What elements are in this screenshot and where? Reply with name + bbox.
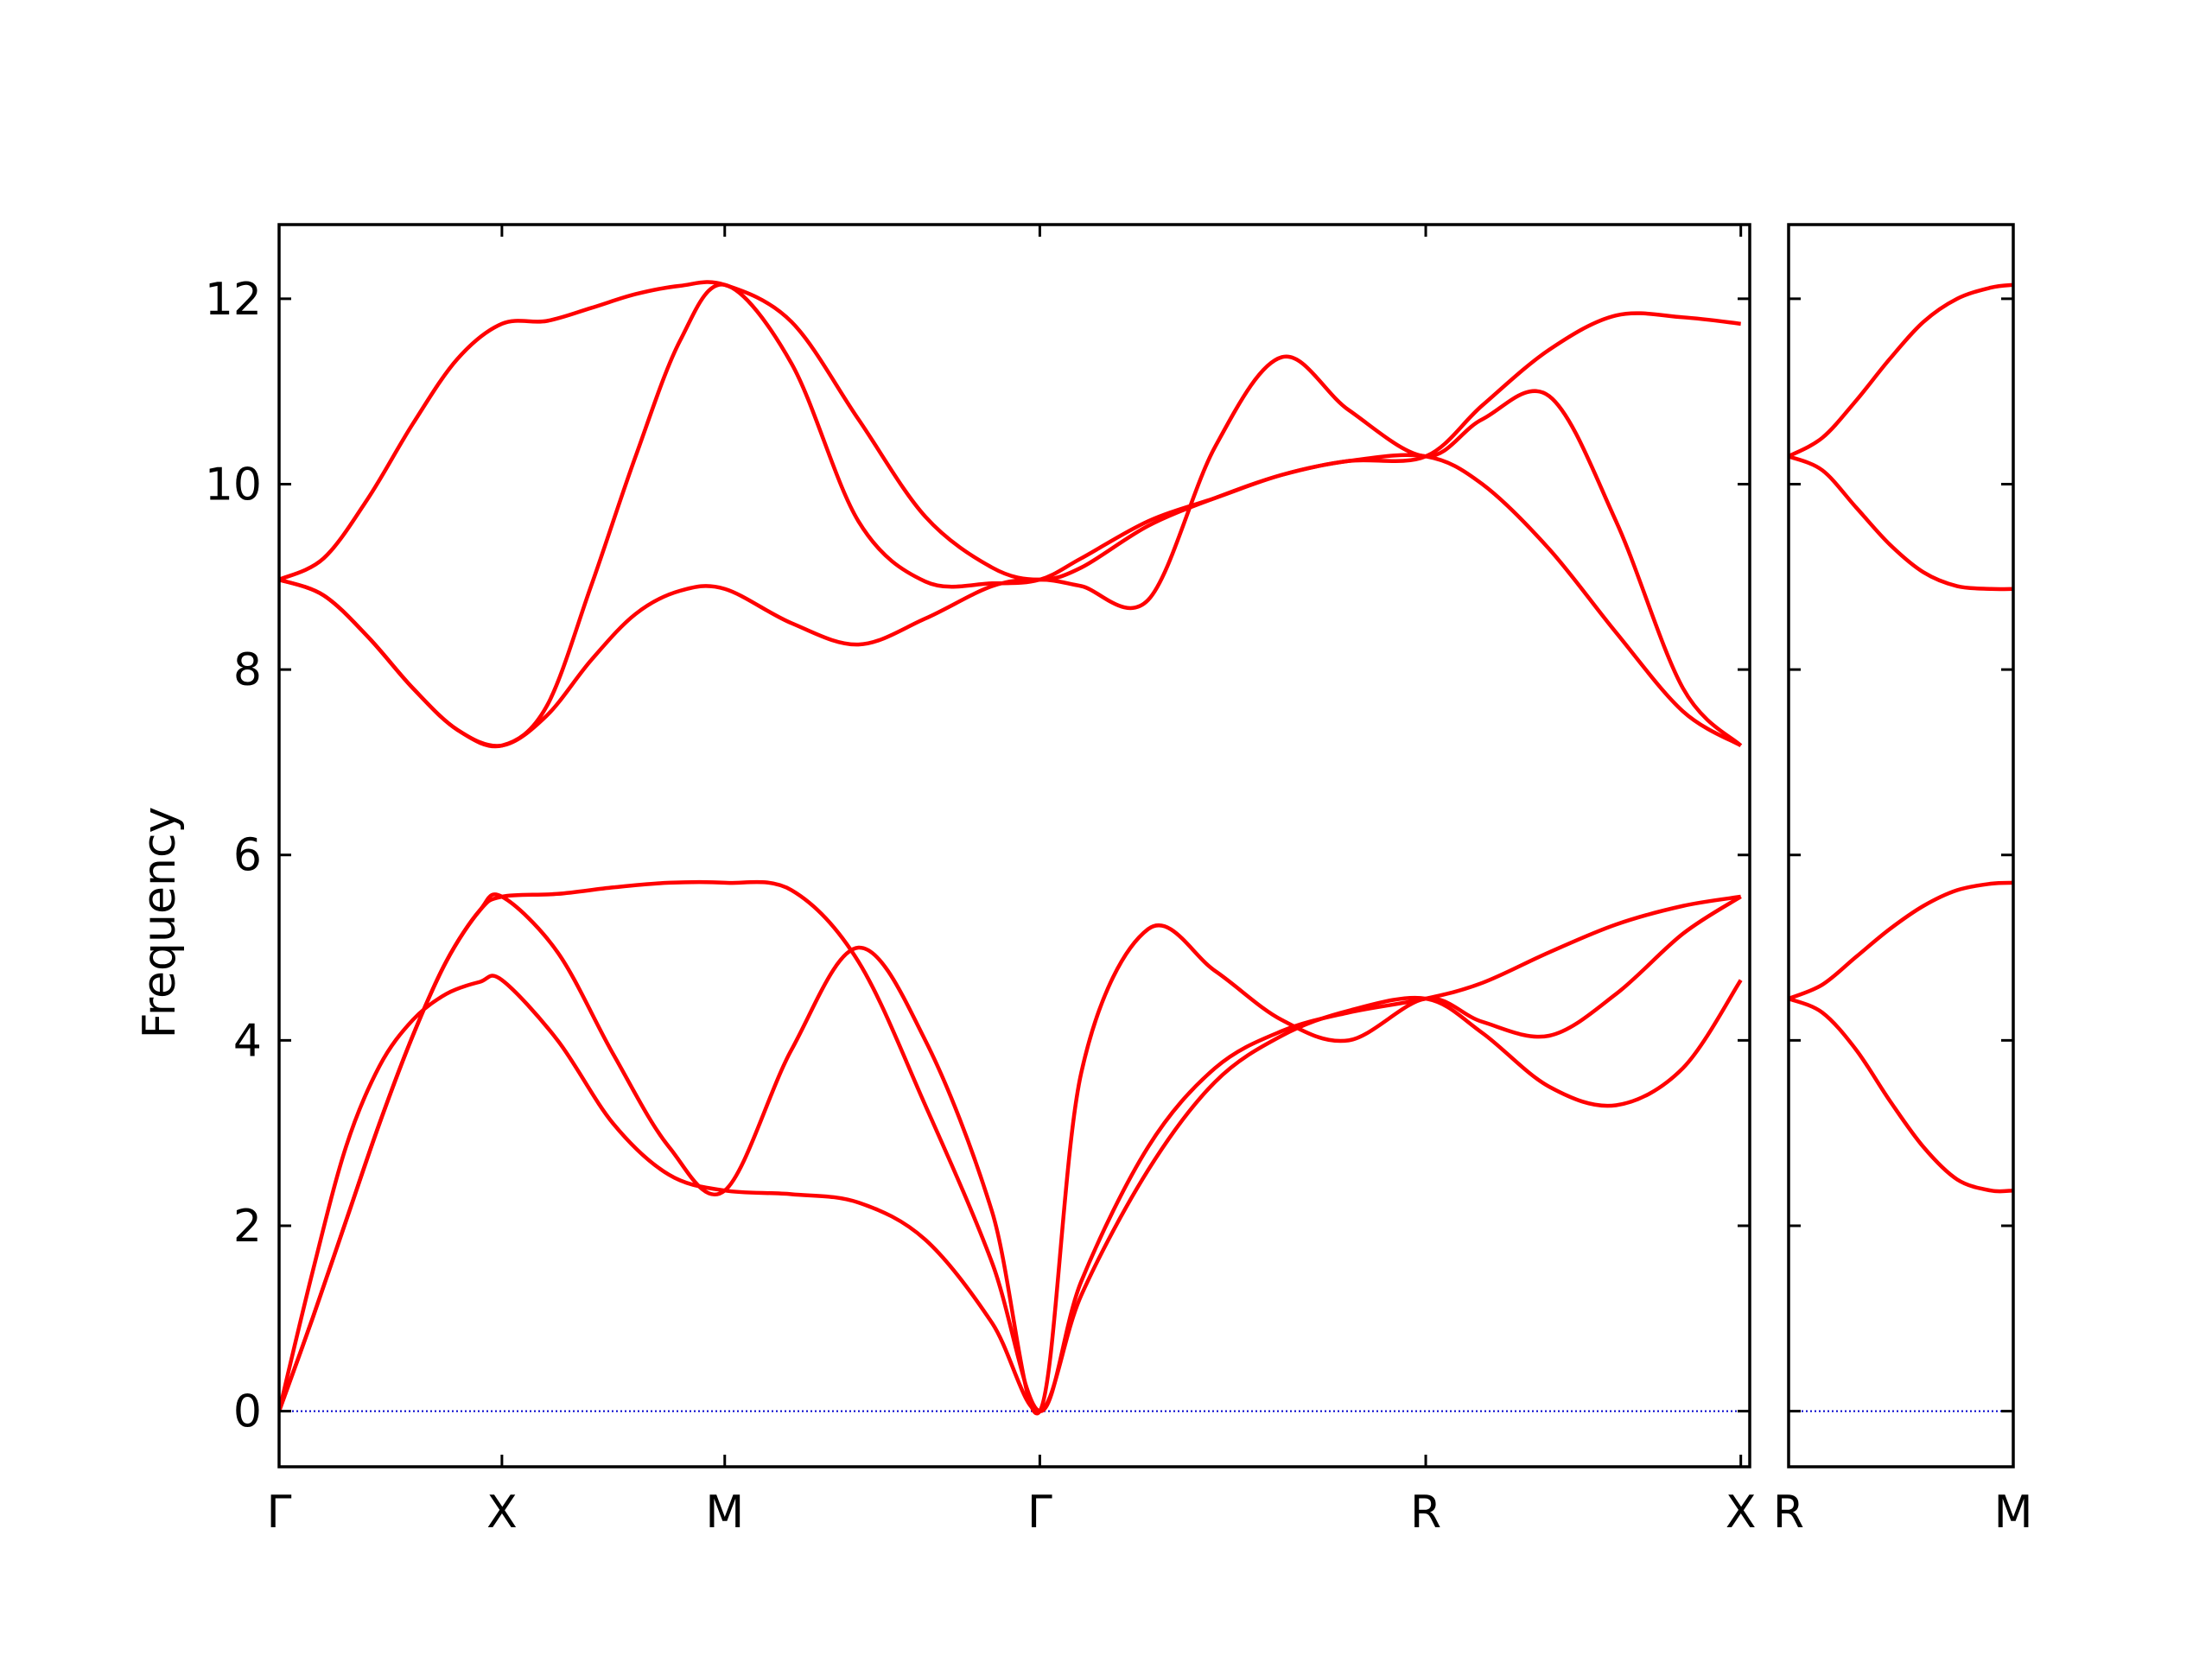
x-tick-label-main-5: X [1726, 1487, 1757, 1538]
y-tick-label: 10 [205, 459, 262, 511]
plot-frame-main [277, 223, 1751, 1469]
x-tick-label-segment-0: R [1773, 1487, 1804, 1538]
x-tick-label-segment-1: M [1994, 1487, 2033, 1538]
band-line-segment-3 [1789, 454, 2013, 592]
band-line-main-2 [279, 892, 1742, 1416]
y-tick-label: 8 [233, 644, 262, 696]
x-tick-label-main-1: X [486, 1487, 518, 1538]
y-axis-label: Frequency [134, 807, 186, 1039]
x-tick-label-main-0: Γ [267, 1487, 292, 1538]
x-tick-label-main-3: Γ [1027, 1487, 1052, 1538]
band-line-segment-1 [1789, 996, 2013, 1194]
x-tick-label-main-2: M [705, 1487, 744, 1538]
plot-frame-segment [1787, 223, 2015, 1469]
x-tick-label-main-4: R [1410, 1487, 1441, 1538]
band-line-main-3 [279, 879, 1742, 1413]
y-tick-label: 0 [233, 1386, 262, 1438]
y-tick-label: 6 [233, 830, 262, 882]
band-line-main-6 [279, 280, 1741, 582]
y-tick-label: 12 [205, 274, 262, 326]
band-line-segment-4 [1789, 282, 2013, 459]
band-line-main-4 [279, 354, 1743, 748]
y-tick-label: 4 [233, 1015, 262, 1067]
band-line-segment-2 [1789, 880, 2013, 1001]
band-line-main-1 [279, 974, 1743, 1413]
y-tick-label: 2 [233, 1201, 262, 1253]
band-line-main-5 [279, 282, 1742, 749]
